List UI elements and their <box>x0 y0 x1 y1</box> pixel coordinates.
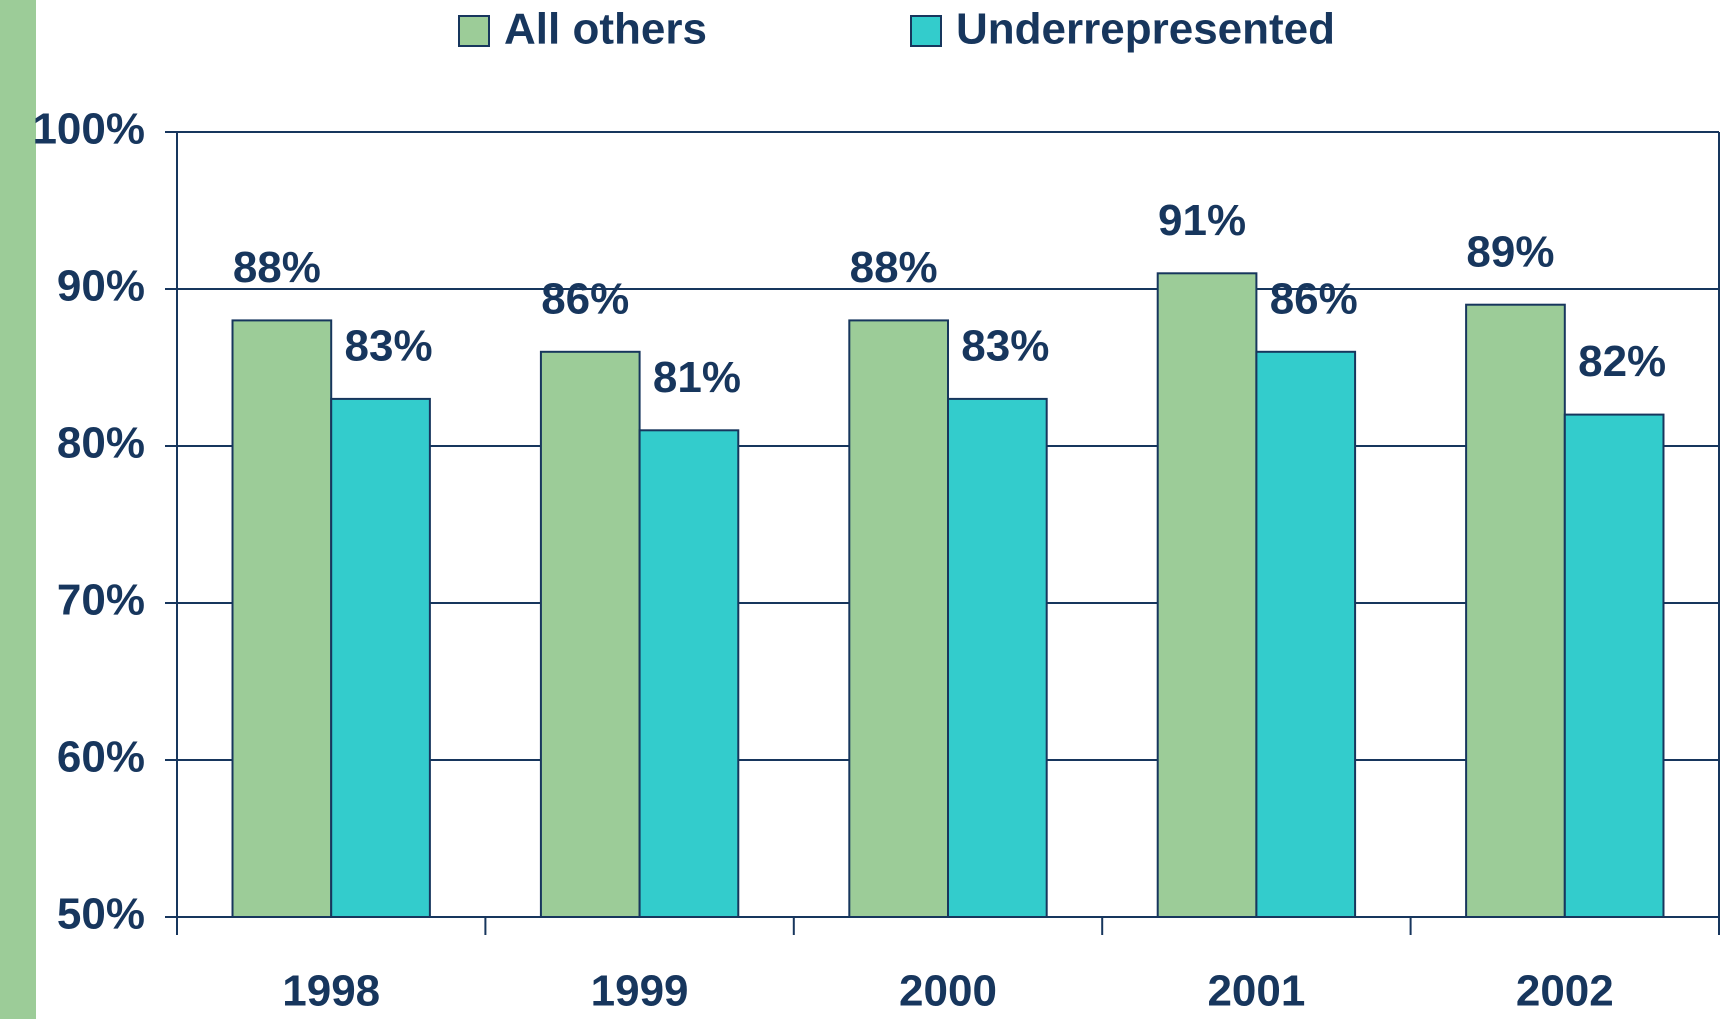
legend-swatch <box>910 15 942 47</box>
bar <box>330 397 431 918</box>
value-label: 91% <box>1158 196 1246 245</box>
y-tick-label: 100% <box>32 105 145 154</box>
bar <box>638 429 740 918</box>
value-label: 88% <box>233 243 321 292</box>
y-tick-label: 50% <box>57 890 145 939</box>
value-label: 86% <box>541 274 629 323</box>
x-tick-label: 2000 <box>899 967 997 1016</box>
value-label: 83% <box>961 322 1049 371</box>
value-label: 86% <box>1270 274 1358 323</box>
x-tick-label: 1998 <box>282 967 380 1016</box>
y-tick-label: 60% <box>57 733 145 782</box>
bar <box>1563 413 1665 918</box>
x-tick-label: 2001 <box>1207 967 1305 1016</box>
side-strip <box>0 0 36 1019</box>
bar <box>1156 272 1258 918</box>
y-tick-label: 80% <box>57 419 145 468</box>
x-tick-label: 1999 <box>591 967 689 1016</box>
x-tick-label: 2002 <box>1516 967 1614 1016</box>
bar <box>947 397 1048 918</box>
value-label: 88% <box>850 243 938 292</box>
bar <box>539 350 641 918</box>
value-label: 83% <box>345 322 433 371</box>
bar <box>231 319 333 918</box>
value-label: 89% <box>1466 227 1554 276</box>
legend-label: Underrepresented <box>956 5 1335 54</box>
legend-label: All others <box>504 5 707 54</box>
bar <box>1465 303 1566 918</box>
y-tick-label: 70% <box>57 576 145 625</box>
bar <box>848 319 950 918</box>
bar <box>1255 350 1357 918</box>
value-label: 82% <box>1578 337 1666 386</box>
legend-swatch <box>458 15 490 47</box>
y-tick-label: 90% <box>57 262 145 311</box>
value-label: 81% <box>653 353 741 402</box>
